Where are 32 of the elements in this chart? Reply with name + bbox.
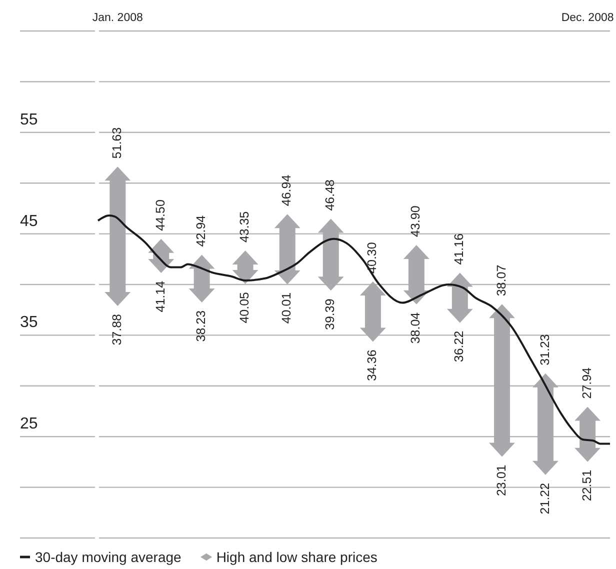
- annotation: 42.94: [194, 215, 208, 247]
- annotation: 22.51: [580, 470, 594, 502]
- annotation: 40.05: [238, 292, 252, 324]
- annotation: 31.23: [538, 334, 552, 366]
- annotation: 40.01: [280, 292, 294, 324]
- annotation: 39.39: [323, 298, 338, 330]
- y-tick-label: 35: [20, 314, 38, 332]
- annotation: 21.22: [538, 482, 552, 514]
- annotation: 41.16: [452, 233, 466, 265]
- annotation: 46.94: [280, 174, 294, 206]
- annotation: 40.30: [365, 242, 380, 274]
- annotation: 34.36: [365, 350, 380, 381]
- annotation: 41.14: [153, 280, 168, 312]
- annotation: 23.01: [494, 464, 508, 496]
- annotation: 38.04: [408, 312, 423, 344]
- annotation: 46.48: [323, 179, 338, 211]
- x-tick-label: Dec. 2008: [561, 12, 614, 24]
- legend-label: High and low share prices: [216, 549, 378, 565]
- annotation: 27.94: [580, 367, 594, 399]
- annotation: 44.50: [153, 200, 168, 231]
- annotation: 38.23: [194, 310, 208, 342]
- annotation: 37.88: [110, 314, 124, 346]
- y-tick-label: 45: [20, 212, 38, 230]
- annotation: 38.07: [494, 264, 508, 296]
- x-tick-label: Jan. 2008: [92, 12, 143, 24]
- annotation: 36.22: [452, 330, 466, 362]
- annotation: 51.63: [110, 127, 124, 159]
- annotation: 43.90: [408, 206, 423, 237]
- y-tick-label: 25: [20, 416, 38, 433]
- annotation: 43.35: [238, 211, 252, 243]
- y-tick-label: 55: [20, 111, 38, 128]
- legend-label: 30-day moving average: [35, 549, 182, 565]
